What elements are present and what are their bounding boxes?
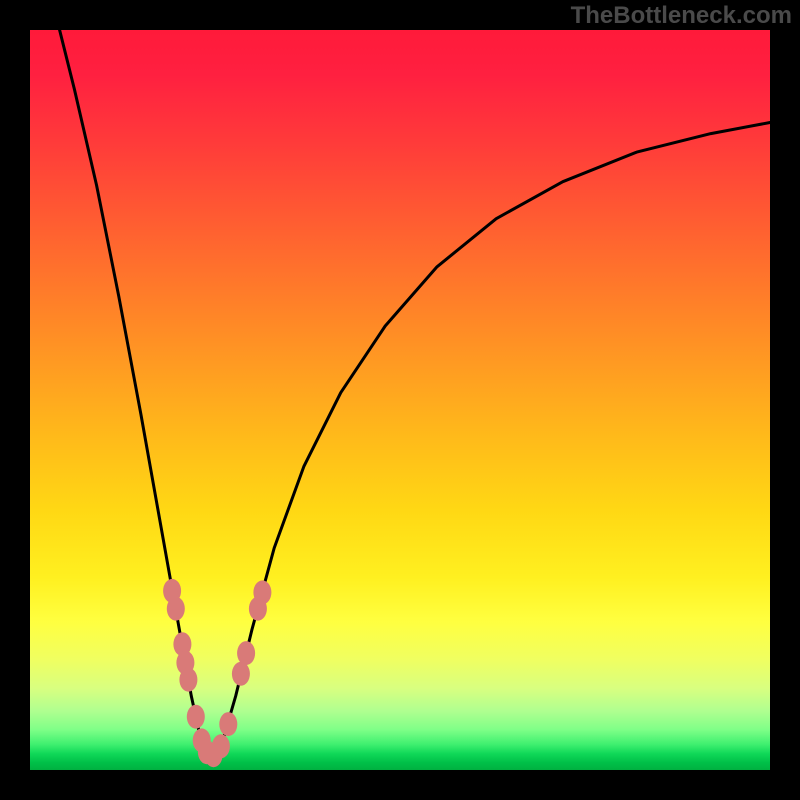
data-marker (253, 580, 271, 604)
data-marker (187, 705, 205, 729)
data-marker (219, 712, 237, 736)
watermark-text: TheBottleneck.com (571, 2, 792, 30)
bottleneck-chart (0, 0, 800, 800)
data-marker (237, 641, 255, 665)
data-marker (232, 662, 250, 686)
data-marker (167, 597, 185, 621)
data-marker (212, 734, 230, 758)
chart-container: TheBottleneck.com (0, 0, 800, 800)
data-marker (179, 668, 197, 692)
plot-gradient-background (30, 30, 770, 770)
